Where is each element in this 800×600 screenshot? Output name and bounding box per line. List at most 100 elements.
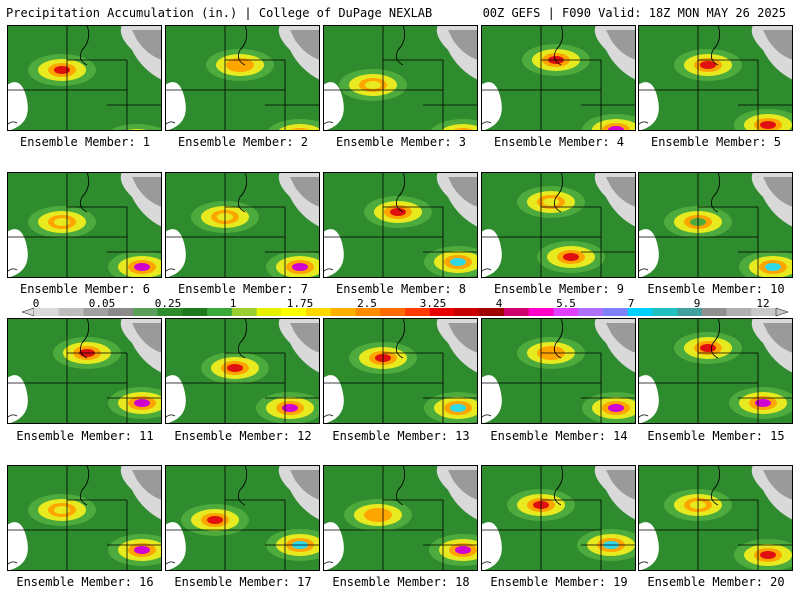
state-boundary [710,172,721,213]
dry-area [323,229,344,278]
panel-frame [7,465,162,571]
colorbar-swatch [380,308,406,316]
member-label: Ensemble Member: 12 [174,429,312,443]
panel-frame [165,465,320,571]
member-label: Ensemble Member: 2 [177,135,309,149]
precip-core [365,81,381,89]
colorbar-tick-label: 1.75 [286,297,314,310]
ensemble-map-6 [7,172,162,278]
ensemble-map-14 [481,318,636,424]
trace-area-dark [290,323,320,353]
dry-area [481,82,502,131]
precip-core [292,263,308,271]
precip-field [323,465,478,571]
ensemble-map-5 [638,25,793,131]
precip-field [481,172,636,278]
trace-area-dark [448,177,478,207]
colorbar-tick-label: 0 [32,297,40,310]
panel-frame [638,25,793,131]
trace-area-dark [132,470,162,500]
state-boundary [395,25,406,66]
state-boundary [710,318,721,359]
dry-area [7,375,28,424]
dry-area [638,522,659,571]
member-label: Ensemble Member: 3 [335,135,467,149]
precip-core [760,121,776,129]
chart-title: Precipitation Accumulation (in.) | Colle… [6,6,433,20]
colorbar-swatch [281,308,307,316]
panel-frame [7,25,162,131]
precip-core [207,516,223,524]
trace-area-dark [763,323,793,353]
panel-frame [7,172,162,278]
trace-area-dark [132,177,162,207]
precip-colorbar [22,307,788,317]
precip-field [638,25,793,131]
trace-area-dark [290,470,320,500]
colorbar-tick-label: 5.5 [556,297,576,310]
colorbar-swatch [157,308,183,316]
state-boundary [237,318,248,359]
precip-core [608,404,624,412]
dry-area [323,375,344,424]
precip-core [765,263,781,271]
precip-blob [108,124,162,131]
state-boundary [553,25,564,66]
colorbar-swatch [355,308,381,316]
state-boundary [553,318,564,359]
ensemble-map-20 [638,465,793,571]
colorbar-tick-label: 2.5 [357,297,377,310]
member-label: Ensemble Member: 8 [335,282,467,296]
member-label: Ensemble Member: 13 [332,429,470,443]
panel-frame [481,465,636,571]
precip-core [232,61,248,69]
precip-field [165,25,320,131]
precip-core [608,126,624,131]
precip-core [450,404,466,412]
colorbar-swatch [677,308,703,316]
dry-area [481,375,502,424]
colorbar-swatch [627,308,653,316]
colorbar-tick-label: 3.25 [419,297,447,310]
precip-field [638,172,793,278]
ensemble-map-13 [323,318,478,424]
panel-frame [323,25,478,131]
member-label: Ensemble Member: 17 [174,575,312,589]
colorbar-tick-label: 0.25 [154,297,182,310]
colorbar-swatch [231,308,258,316]
precip-core [134,546,150,554]
dry-area [7,229,28,278]
state-boundary [553,465,564,506]
state-boundary [395,172,406,213]
trace-area-dark [763,470,793,500]
member-label: Ensemble Member: 14 [490,429,628,443]
precip-core [450,258,466,266]
colorbar-arrow-right [775,307,788,317]
member-label: Ensemble Member: 18 [332,575,470,589]
colorbar-swatch [602,308,629,316]
ensemble-map-15 [638,318,793,424]
colorbar-swatch [751,308,777,316]
ensemble-map-11 [7,318,162,424]
member-label: Ensemble Member: 19 [490,575,628,589]
state-boundary [710,465,721,506]
state-boundary [237,25,248,66]
colorbar-swatch [306,308,332,316]
ensemble-map-10 [638,172,793,278]
member-label: Ensemble Member: 5 [650,135,782,149]
dry-area [7,522,28,571]
precip-field [481,25,636,131]
precip-field [7,172,162,278]
precip-core [54,506,70,514]
ensemble-map-2 [165,25,320,131]
ensemble-map-16 [7,465,162,571]
trace-area-dark [132,30,162,60]
precip-core [390,208,406,216]
colorbar-tick-label: 12 [756,297,770,310]
colorbar-swatch [528,308,554,316]
colorbar-tick-label: 1 [229,297,237,310]
state-boundary [79,465,90,506]
precip-core [755,399,771,407]
precip-core [134,399,150,407]
panel-frame [165,318,320,424]
